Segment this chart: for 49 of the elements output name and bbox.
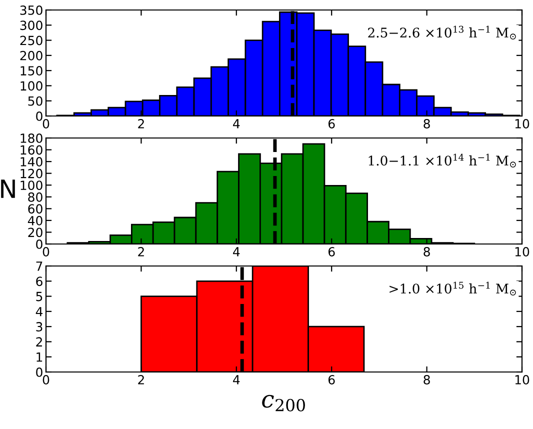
y-tick-label: 0 <box>36 239 42 249</box>
y-tick-label: 100 <box>20 180 42 190</box>
x-tick-label: 10 <box>515 119 530 128</box>
y-tick-label: 6 <box>36 276 42 286</box>
y-tick-label: 140 <box>20 157 42 166</box>
annotation: >1.0 ×10$^{15}$ h$^{−1}$ M$_{⊙}$ <box>390 282 516 296</box>
x-tick-label: 4 <box>233 375 240 384</box>
annotation: 1.0−1.1 ×10$^{14}$ h$^{−1}$ M$_{⊙}$ <box>368 154 516 168</box>
y-tick-label: 0 <box>36 367 42 377</box>
y-tick-label: 0 <box>36 111 42 121</box>
y-tick-label: 200 <box>20 50 42 60</box>
x-tick-label: 4 <box>233 247 240 256</box>
x-tick-label: 8 <box>424 119 430 128</box>
x-tick-label: 10 <box>515 247 530 256</box>
y-tick-label: 20 <box>28 228 42 238</box>
y-tick-label: 7 <box>36 262 42 271</box>
x-tick-label: 6 <box>328 119 335 128</box>
y-tick-label: 50 <box>28 96 42 106</box>
y-tick-label: 350 <box>20 5 42 15</box>
x-tick-label: 8 <box>424 375 430 384</box>
x-tick-label: 0 <box>42 375 50 384</box>
y-axis-title: N <box>1 180 15 198</box>
x-tick-label: 2 <box>138 375 144 384</box>
y-tick-label: 180 <box>20 133 42 143</box>
y-tick-label: 5 <box>36 292 42 302</box>
annotation: 2.5−2.6 ×10$^{13}$ h$^{−1}$ M$_{⊙}$ <box>368 26 516 40</box>
x-tick-label: 0 <box>42 119 50 128</box>
y-tick-label: 250 <box>20 36 42 46</box>
y-tick-label: 100 <box>20 81 42 91</box>
x-tick-label: 0 <box>42 247 50 256</box>
x-tick-label: 6 <box>328 247 335 256</box>
y-tick-label: 150 <box>20 66 42 76</box>
x-tick-label: 2 <box>138 119 144 128</box>
x-tick-label: 10 <box>515 375 530 384</box>
x-tick-label: 8 <box>424 247 430 256</box>
y-tick-label: 120 <box>20 168 42 178</box>
x-tick-label: 4 <box>233 119 240 128</box>
y-tick-label: 300 <box>20 20 42 30</box>
y-tick-label: 4 <box>36 307 43 316</box>
y-tick-label: 1 <box>36 352 42 362</box>
y-tick-label: 3 <box>36 322 42 332</box>
y-tick-label: 40 <box>28 216 42 226</box>
y-tick-label: 2 <box>36 337 42 346</box>
y-tick-label: 80 <box>28 192 42 202</box>
x-tick-label: 6 <box>328 375 335 384</box>
x-tick-label: 2 <box>138 247 144 256</box>
x-axis-title: c$_{200}$ <box>262 394 305 412</box>
y-tick-label: 160 <box>20 145 42 155</box>
y-tick-label: 60 <box>28 204 42 214</box>
